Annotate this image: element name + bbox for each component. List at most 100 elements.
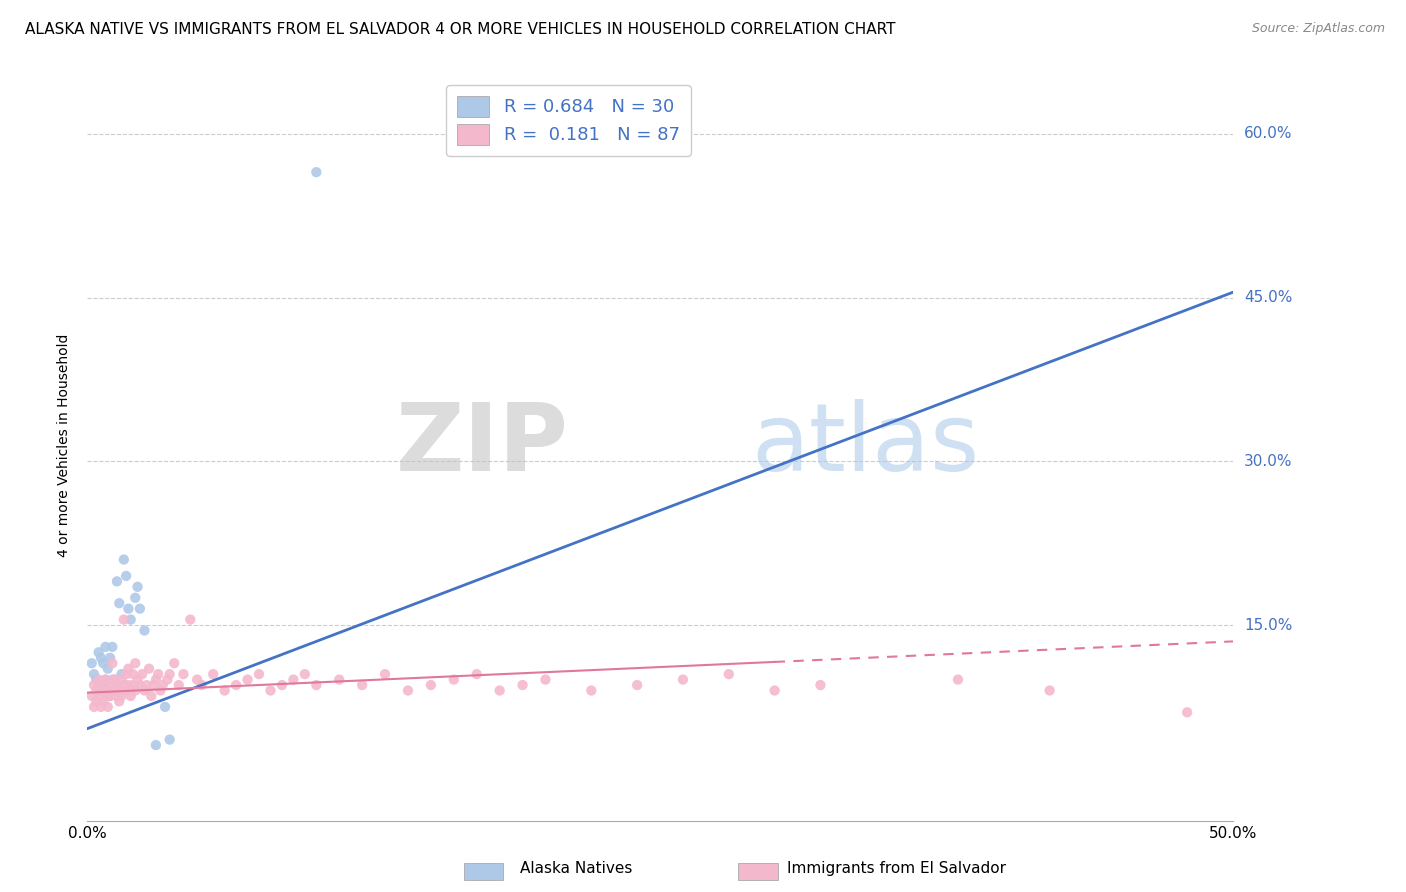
Text: 15.0%: 15.0% [1244, 617, 1292, 632]
Point [328, 673, 350, 687]
Point [142, 678, 165, 692]
Point [124, 683, 146, 698]
Point [488, 683, 510, 698]
Point [214, 683, 236, 698]
Point [374, 667, 396, 681]
Point [97, 683, 120, 698]
Point [87, 673, 110, 687]
Point [672, 673, 695, 687]
Point [352, 678, 374, 692]
Point [86, 694, 108, 708]
Point [145, 673, 167, 687]
Point [179, 613, 201, 627]
Point [91, 657, 114, 671]
Point [581, 683, 603, 698]
Point [163, 657, 186, 671]
Point [283, 673, 305, 687]
Point [104, 683, 127, 698]
Point [534, 673, 557, 687]
Point [465, 667, 488, 681]
Point [98, 689, 121, 703]
Point [101, 657, 124, 671]
Point [98, 689, 121, 703]
Text: 45.0%: 45.0% [1244, 290, 1292, 305]
Point [83, 678, 105, 692]
Point [190, 678, 212, 692]
Point [87, 689, 110, 703]
Point [94, 673, 117, 687]
Point [108, 596, 131, 610]
Point [110, 673, 132, 687]
Point [87, 683, 110, 698]
Legend: R = 0.684   N = 30, R =  0.181   N = 87: R = 0.684 N = 30, R = 0.181 N = 87 [446, 85, 690, 156]
Point [90, 699, 112, 714]
Point [419, 678, 441, 692]
Point [122, 667, 145, 681]
Point [512, 678, 534, 692]
Point [94, 673, 117, 687]
Point [110, 689, 132, 703]
Point [112, 552, 135, 566]
Point [108, 694, 131, 708]
Point [98, 650, 121, 665]
Text: ZIP: ZIP [395, 399, 568, 491]
Point [122, 678, 145, 692]
Point [1039, 683, 1062, 698]
Point [87, 645, 110, 659]
Point [159, 667, 181, 681]
Point [159, 732, 181, 747]
Point [124, 657, 146, 671]
Text: 30.0%: 30.0% [1244, 454, 1292, 469]
Point [97, 662, 120, 676]
Point [156, 673, 179, 687]
Point [247, 667, 270, 681]
Point [120, 613, 142, 627]
Point [145, 738, 167, 752]
Point [91, 694, 114, 708]
Point [810, 678, 832, 692]
Point [97, 699, 120, 714]
Point [271, 678, 294, 692]
Text: Source: ZipAtlas.com: Source: ZipAtlas.com [1251, 22, 1385, 36]
Point [152, 678, 174, 692]
Point [91, 683, 114, 698]
Point [90, 650, 112, 665]
Point [104, 673, 127, 687]
Point [259, 683, 281, 698]
Point [167, 678, 190, 692]
Point [94, 689, 117, 703]
Point [763, 683, 786, 698]
Point [101, 640, 124, 654]
Point [186, 673, 208, 687]
Point [294, 667, 316, 681]
Point [946, 673, 969, 687]
Point [127, 580, 149, 594]
Point [112, 678, 135, 692]
Point [305, 678, 328, 692]
Point [236, 673, 259, 687]
Point [153, 699, 176, 714]
Point [141, 689, 163, 703]
Point [148, 667, 170, 681]
Point [117, 601, 139, 615]
Point [108, 683, 131, 698]
Point [86, 673, 108, 687]
Point [115, 683, 138, 698]
Point [80, 657, 103, 671]
Point [94, 640, 117, 654]
Point [135, 678, 157, 692]
Point [138, 662, 160, 676]
Point [131, 667, 153, 681]
Point [115, 667, 138, 681]
Point [305, 165, 328, 179]
Text: Immigrants from El Salvador: Immigrants from El Salvador [787, 861, 1007, 876]
Point [105, 678, 128, 692]
Point [396, 683, 419, 698]
Point [110, 667, 132, 681]
Point [105, 574, 128, 589]
Point [134, 624, 156, 638]
Point [117, 662, 139, 676]
Point [101, 673, 124, 687]
Point [128, 678, 150, 692]
Point [80, 689, 103, 703]
